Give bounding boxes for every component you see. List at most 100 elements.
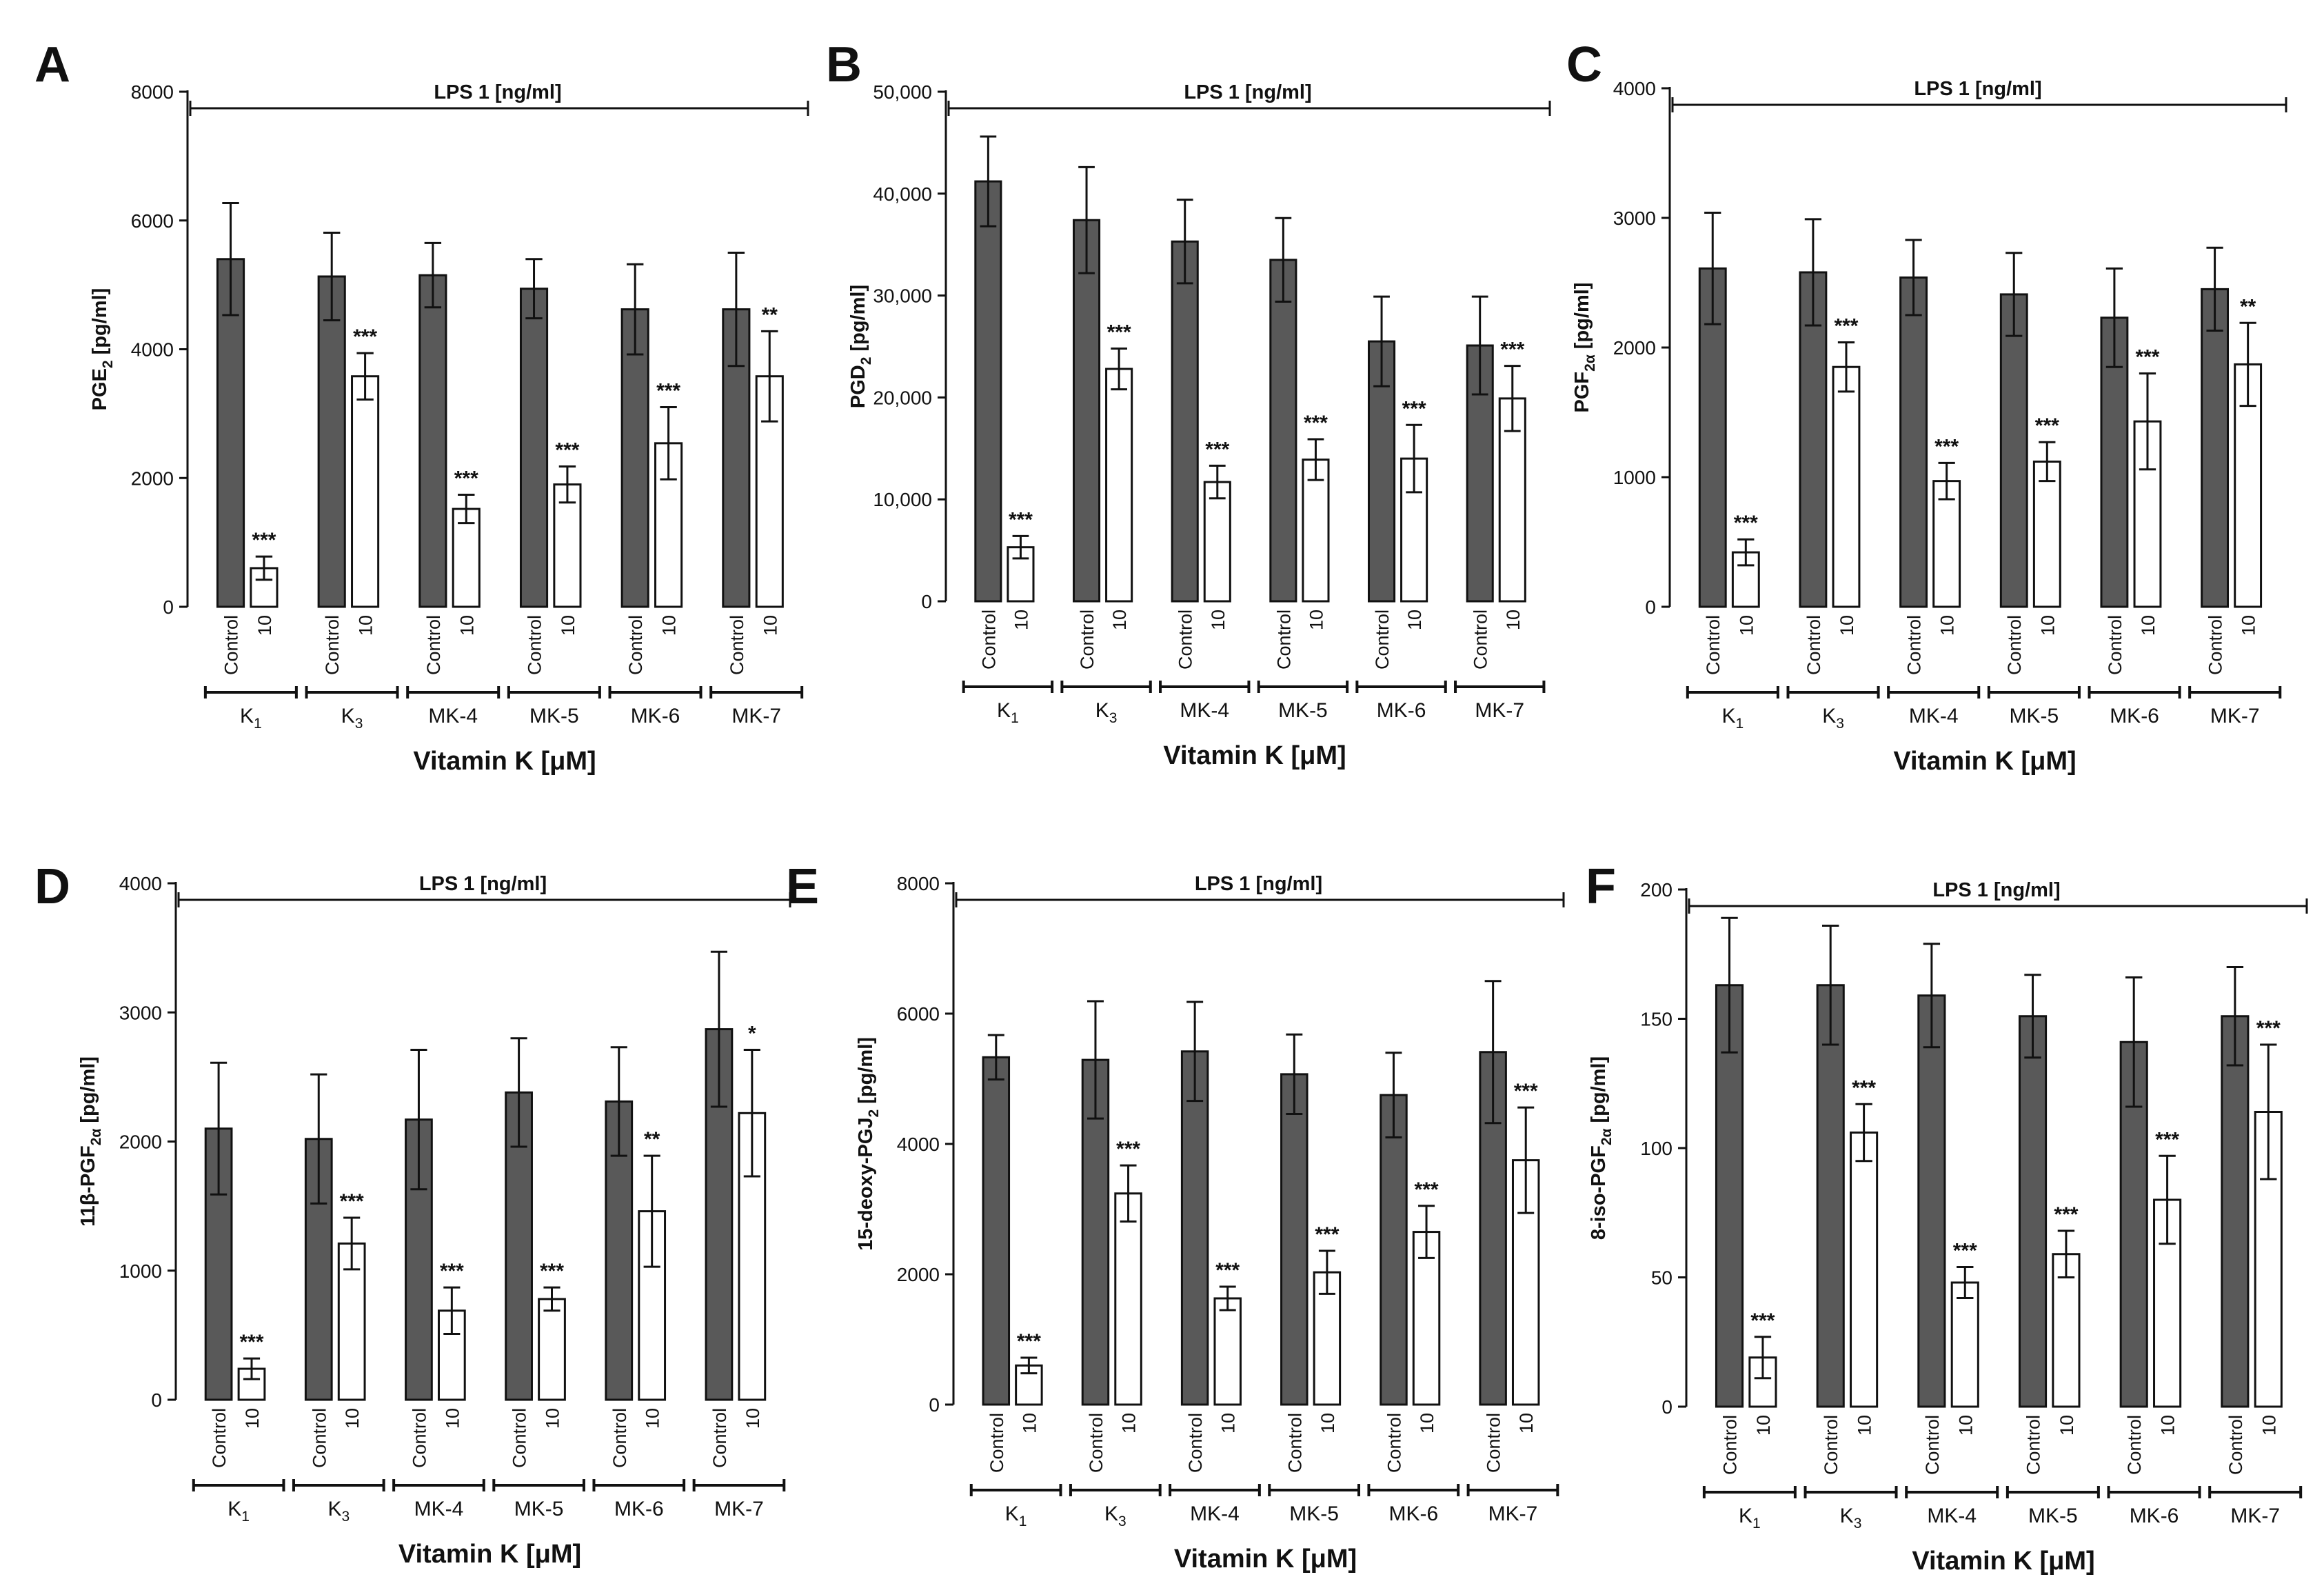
- group-label-main: MK-6: [2110, 705, 2159, 727]
- y-tick-label: 200: [1640, 879, 1673, 901]
- y-axis-label-subscript: 2: [858, 357, 874, 365]
- category-label: Control: [625, 615, 646, 675]
- category-label: Control: [1922, 1415, 1943, 1475]
- y-tick-label: 1000: [1613, 467, 1656, 488]
- bar-control: [2018, 1015, 2048, 1408]
- category-label: 10: [558, 615, 578, 636]
- y-axis-label-main: 8-iso-PGF: [1588, 1145, 1610, 1240]
- y-tick-label: 8000: [131, 81, 174, 103]
- group-label: K1: [228, 1498, 250, 1525]
- category-label: Control: [525, 615, 545, 675]
- category-label: Control: [1273, 610, 1294, 670]
- y-tick-label: 4000: [131, 339, 174, 361]
- significance-marker: ***: [1934, 435, 1959, 458]
- significance-marker: ***: [239, 1331, 263, 1354]
- significance-marker: ***: [252, 529, 276, 552]
- category-label: Control: [2205, 615, 2226, 675]
- treatment-label: LPS 1 [ng/ml]: [419, 873, 547, 895]
- y-tick-label: 0: [921, 591, 932, 612]
- significance-marker: ***: [1750, 1309, 1775, 1332]
- category-label: Control: [709, 1408, 730, 1468]
- group-label-main: K: [240, 705, 254, 727]
- group-label: MK-6: [1377, 699, 1426, 722]
- category-label: 10: [1503, 610, 1524, 630]
- group-label-main: MK-7: [2210, 705, 2260, 727]
- group-label: K1: [1722, 705, 1744, 732]
- y-tick-label: 100: [1640, 1138, 1673, 1159]
- group-label-main: MK-7: [714, 1498, 764, 1520]
- group-label-main: K: [1104, 1502, 1118, 1525]
- group-label: MK-6: [2130, 1505, 2179, 1527]
- bar-control: [2221, 1015, 2250, 1408]
- y-axis-label: 15-deoxy-PGJ2 [pg/ml]: [855, 1037, 882, 1251]
- y-tick-label: 6000: [131, 210, 174, 232]
- group-label: K3: [341, 705, 363, 732]
- treatment-label: LPS 1 [ng/ml]: [434, 81, 561, 103]
- bar-treated: [351, 375, 380, 608]
- bar-treated: [1213, 1297, 1242, 1406]
- y-tick-label: 0: [1661, 1396, 1673, 1418]
- x-axis-title: Vitamin K [μM]: [1912, 1547, 2094, 1576]
- category-label: 10: [1955, 1415, 1976, 1436]
- category-label: Control: [978, 610, 999, 670]
- bar-control: [1171, 240, 1199, 603]
- y-axis-label-subscript: 2: [866, 1109, 882, 1118]
- significance-marker: ***: [1009, 508, 1033, 531]
- category-label: Control: [1077, 610, 1098, 670]
- category-label: Control: [209, 1408, 230, 1468]
- group-label-main: K: [1840, 1505, 1854, 1527]
- bar-control: [2119, 1041, 2148, 1408]
- bar-control: [1799, 271, 1828, 608]
- group-label: MK-5: [514, 1498, 564, 1520]
- significance-marker: ***: [1953, 1240, 1977, 1263]
- significance-marker: ***: [540, 1260, 564, 1283]
- bar-control: [2201, 288, 2230, 608]
- bar-control: [620, 308, 649, 608]
- bar-treated: [1105, 368, 1133, 603]
- category-label: 10: [342, 1408, 363, 1429]
- group-label-main: MK-4: [428, 705, 478, 727]
- group-label: MK-7: [1475, 699, 1524, 722]
- y-axis-label-main: PGE: [89, 368, 111, 410]
- category-label: 10: [356, 615, 376, 636]
- bar-control: [1816, 984, 1845, 1408]
- significance-marker: ***: [2135, 346, 2159, 369]
- category-label: Control: [1372, 610, 1393, 670]
- y-tick-label: 0: [1645, 596, 1656, 618]
- category-label: 10: [442, 1408, 463, 1429]
- group-label-main: MK-5: [2010, 705, 2059, 727]
- significance-marker: ***: [2256, 1017, 2281, 1040]
- group-label: MK-5: [2028, 1505, 2078, 1527]
- significance-marker: ***: [2155, 1128, 2179, 1151]
- y-tick-label: 2000: [1613, 337, 1656, 359]
- category-label: Control: [1185, 1413, 1206, 1473]
- significance-marker: ***: [1215, 1259, 1240, 1282]
- bar-treated: [1850, 1132, 1879, 1408]
- category-label: 10: [1019, 1413, 1040, 1434]
- category-label: Control: [987, 1413, 1007, 1473]
- y-axis-label: 11β-PGF2α [pg/ml]: [77, 1056, 104, 1227]
- group-label-main: MK-7: [731, 705, 781, 727]
- significance-marker: ***: [555, 439, 579, 461]
- group-label: MK-7: [2230, 1505, 2280, 1527]
- y-tick-label: 20,000: [873, 387, 932, 408]
- bar-control: [317, 275, 346, 608]
- category-label: 10: [1317, 1413, 1338, 1434]
- bar-treated: [1203, 481, 1231, 603]
- y-axis-label: PGF2α [pg/ml]: [1571, 283, 1598, 413]
- category-label: 10: [1736, 615, 1757, 636]
- group-label: K3: [1104, 1502, 1126, 1529]
- group-label-main: MK-6: [2130, 1505, 2179, 1527]
- group-label-subscript: 1: [254, 716, 262, 732]
- group-label-main: K: [1722, 705, 1736, 727]
- significance-marker: ***: [340, 1190, 364, 1213]
- significance-marker: ***: [1415, 1178, 1439, 1201]
- panel-F: F 0 50 100 150 200 8-iso-PGF2α [pg/ml] LPS 1 [n…: [1586, 859, 2308, 1576]
- y-tick-label: 3000: [119, 1002, 162, 1023]
- category-label: 10: [2037, 615, 2058, 636]
- group-label-main: MK-4: [1927, 1505, 1977, 1527]
- y-tick-label: 8000: [897, 873, 940, 894]
- y-axis-label-subscript: 2α: [88, 1129, 104, 1146]
- group-label: MK-5: [1278, 699, 1328, 722]
- group-label-main: K: [1005, 1502, 1019, 1525]
